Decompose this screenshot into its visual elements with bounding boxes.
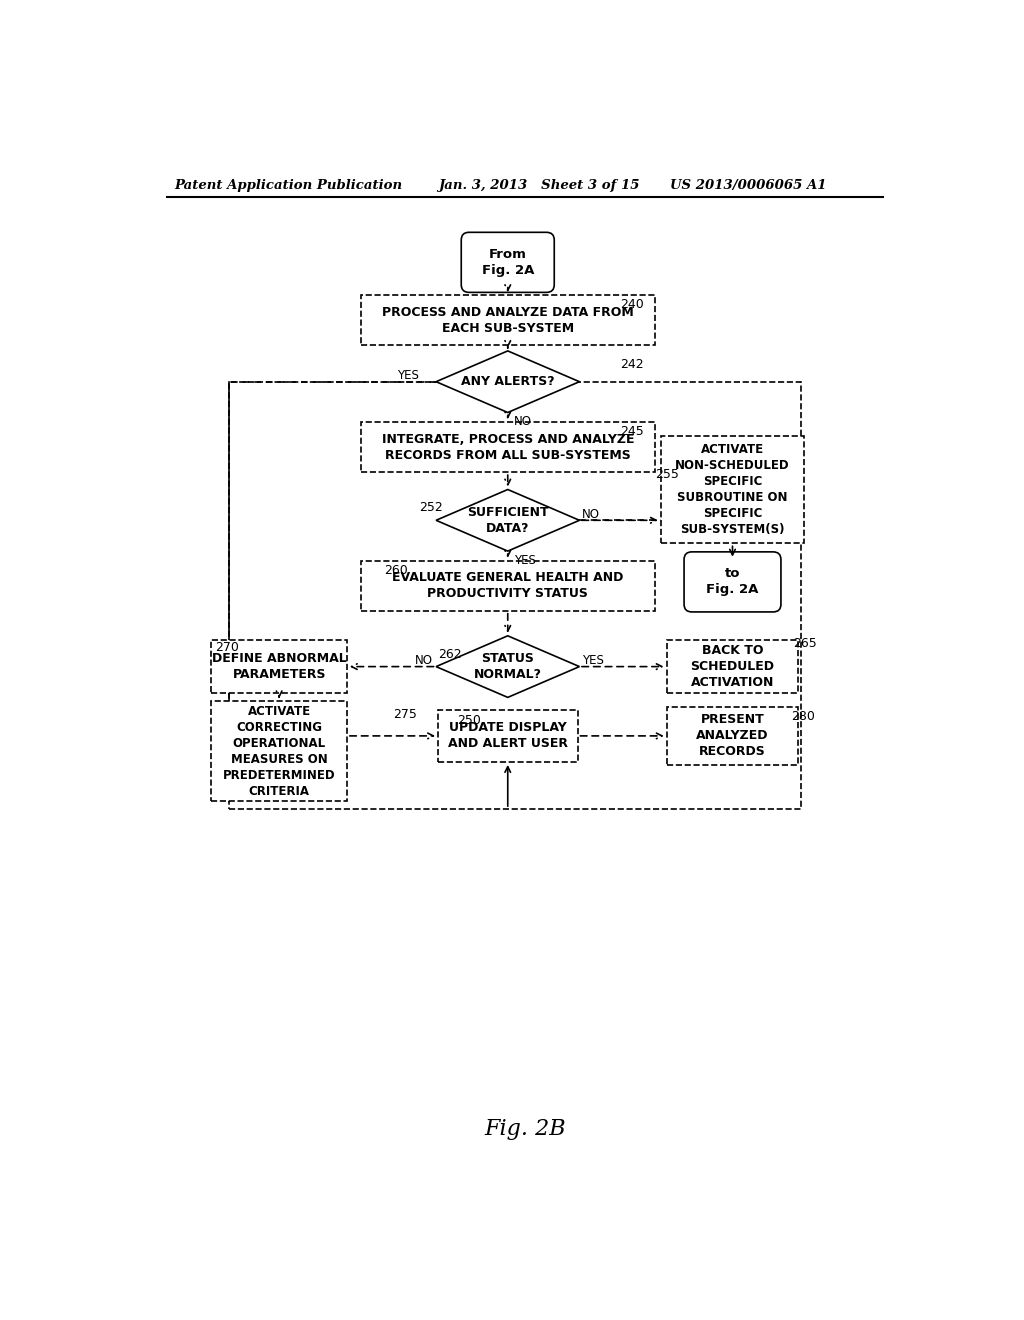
Text: 250: 250 [458,714,481,727]
Text: From
Fig. 2A: From Fig. 2A [481,248,534,277]
Polygon shape [436,351,580,412]
Text: 255: 255 [655,467,679,480]
Bar [660,436,804,544]
Bar [360,422,655,473]
Text: DEFINE ABNORMAL
PARAMETERS: DEFINE ABNORMAL PARAMETERS [212,652,346,681]
Text: NO: NO [583,508,600,520]
Text: NO: NO [514,416,531,428]
Bar [360,561,655,611]
Text: 275: 275 [393,708,417,721]
Bar [211,701,347,801]
Bar [667,640,799,693]
Text: NO: NO [416,653,433,667]
Text: UPDATE DISPLAY
AND ALERT USER: UPDATE DISPLAY AND ALERT USER [447,722,567,750]
Text: 280: 280 [791,710,814,723]
Text: STATUS
NORMAL?: STATUS NORMAL? [474,652,542,681]
Text: 260: 260 [384,564,408,577]
Bar [667,708,799,764]
Text: ACTIVATE
NON-SCHEDULED
SPECIFIC
SUBROUTINE ON
SPECIFIC
SUB-SYSTEM(S): ACTIVATE NON-SCHEDULED SPECIFIC SUBROUTI… [675,444,790,536]
FancyBboxPatch shape [461,232,554,293]
Text: YES: YES [514,554,536,566]
Text: 265: 265 [793,638,817,649]
Polygon shape [436,490,580,552]
Text: YES: YES [583,653,604,667]
Text: YES: YES [396,370,419,381]
Text: SUFFICIENT
DATA?: SUFFICIENT DATA? [467,506,549,535]
Text: 242: 242 [621,358,644,371]
Text: PROCESS AND ANALYZE DATA FROM
EACH SUB-SYSTEM: PROCESS AND ANALYZE DATA FROM EACH SUB-S… [382,306,634,334]
Text: EVALUATE GENERAL HEALTH AND
PRODUCTIVITY STATUS: EVALUATE GENERAL HEALTH AND PRODUCTIVITY… [392,572,624,601]
Polygon shape [436,636,580,697]
Text: 240: 240 [621,298,644,312]
Text: 270: 270 [215,640,239,653]
Bar [360,296,655,345]
Text: Jan. 3, 2013   Sheet 3 of 15: Jan. 3, 2013 Sheet 3 of 15 [438,178,640,191]
Bar [211,640,347,693]
Text: ACTIVATE
CORRECTING
OPERATIONAL
MEASURES ON
PREDETERMINED
CRITERIA: ACTIVATE CORRECTING OPERATIONAL MEASURES… [223,705,336,797]
Text: INTEGRATE, PROCESS AND ANALYZE
RECORDS FROM ALL SUB-SYSTEMS: INTEGRATE, PROCESS AND ANALYZE RECORDS F… [382,433,634,462]
Text: PRESENT
ANALYZED
RECORDS: PRESENT ANALYZED RECORDS [696,713,769,759]
Text: 262: 262 [438,648,462,661]
Text: Patent Application Publication: Patent Application Publication [174,178,402,191]
Text: ANY ALERTS?: ANY ALERTS? [461,375,555,388]
FancyBboxPatch shape [684,552,781,612]
Text: BACK TO
SCHEDULED
ACTIVATION: BACK TO SCHEDULED ACTIVATION [690,644,774,689]
Text: to
Fig. 2A: to Fig. 2A [707,568,759,597]
Text: US 2013/0006065 A1: US 2013/0006065 A1 [671,178,827,191]
Text: Fig. 2B: Fig. 2B [484,1118,565,1139]
Text: 245: 245 [621,425,644,438]
Bar [228,381,801,809]
Bar [438,710,578,762]
Text: 252: 252 [419,500,442,513]
